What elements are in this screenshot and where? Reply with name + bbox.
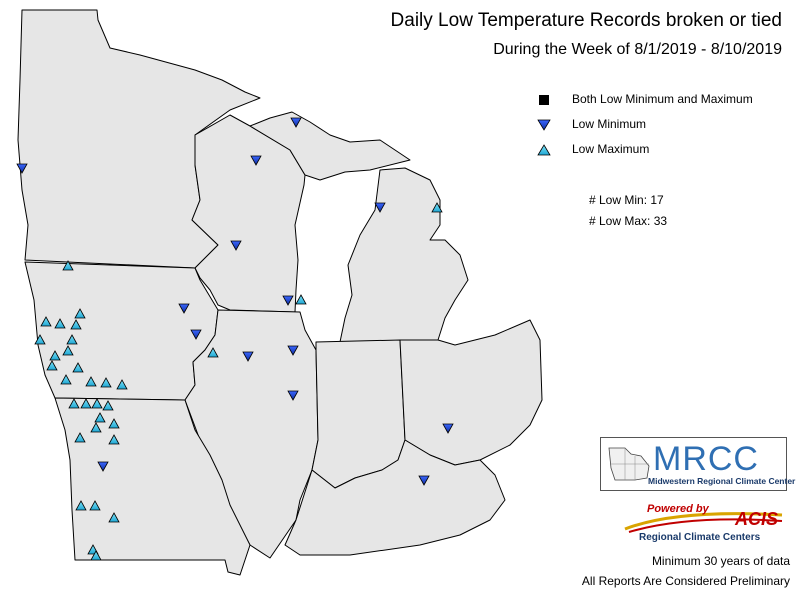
low-minimum-marker <box>287 345 299 356</box>
footnote-preliminary: All Reports Are Considered Preliminary <box>581 574 790 588</box>
low-maximum-marker <box>49 350 61 361</box>
low-minimum-marker <box>418 475 430 486</box>
low-maximum-marker <box>62 345 74 356</box>
low-minimum-marker <box>242 351 254 362</box>
low-maximum-marker <box>75 500 87 511</box>
map-subtitle: During the Week of 8/1/2019 - 8/10/2019 <box>493 41 782 58</box>
low-maximum-marker <box>108 512 120 523</box>
low-maximum-marker <box>108 434 120 445</box>
state-iowa <box>24 261 219 401</box>
low-maximum-marker <box>89 500 101 511</box>
mrcc-acronym: MRCC <box>653 440 759 478</box>
low-maximum-marker <box>60 374 72 385</box>
low-maximum-marker <box>54 318 66 329</box>
low-minimum-marker <box>374 202 386 213</box>
low-maximum-marker <box>295 294 307 305</box>
low-minimum-marker <box>290 117 302 128</box>
acis-name: ACIS <box>735 509 779 529</box>
state-ohio <box>399 319 543 466</box>
legend-label: Low Minimum <box>572 117 647 131</box>
low-minimum-marker <box>97 461 109 472</box>
low-maximum-marker <box>91 398 103 409</box>
cyan-up-triangle-icon <box>537 144 551 156</box>
low-maximum-marker <box>70 319 82 330</box>
low-minimum-marker <box>190 329 202 340</box>
low-minimum-marker <box>287 390 299 401</box>
low-maximum-marker <box>68 398 80 409</box>
low-minimum-marker <box>250 155 262 166</box>
low-minimum-marker <box>178 303 190 314</box>
low-maximum-marker <box>108 418 120 429</box>
acis-swoosh-icon <box>624 512 783 533</box>
footnote-min-years: Minimum 30 years of data <box>651 554 790 568</box>
state-michigan-up <box>249 111 411 181</box>
low-maximum-marker <box>62 260 74 271</box>
low-minimum-marker <box>282 295 294 306</box>
blue-down-triangle-icon <box>537 119 551 131</box>
state-missouri <box>54 397 251 576</box>
mrcc-full-name: Midwestern Regional Climate Center <box>648 476 796 486</box>
map-title: Daily Low Temperature Records broken or … <box>390 10 782 31</box>
low-maximum-marker <box>72 362 84 373</box>
low-maximum-marker <box>74 308 86 319</box>
low-minimum-marker <box>230 240 242 251</box>
black-square-icon <box>539 95 549 105</box>
low-maximum-marker <box>74 432 86 443</box>
low-maximum-marker <box>116 379 128 390</box>
low-maximum-marker <box>102 400 114 411</box>
low-maximum-marker <box>207 347 219 358</box>
state-shapes <box>17 9 543 576</box>
low-min-count: # Low Min: 17 <box>589 193 664 207</box>
mrcc-logo: MRCC Midwestern Regional Climate Center <box>600 437 795 491</box>
record-counts: # Low Min: 17 # Low Max: 33 <box>589 190 667 232</box>
low-minimum-marker <box>442 423 454 434</box>
low-maximum-marker <box>46 360 58 371</box>
low-max-count: # Low Max: 33 <box>589 214 668 228</box>
low-maximum-marker <box>431 202 443 213</box>
state-kentucky <box>284 439 506 556</box>
low-maximum-marker <box>80 398 92 409</box>
state-michigan-lp <box>339 167 469 343</box>
low-maximum-marker <box>40 316 52 327</box>
low-maximum-marker <box>34 334 46 345</box>
low-maximum-marker <box>100 377 112 388</box>
legend-label: Low Maximum <box>572 142 650 156</box>
low-maximum-marker <box>94 412 106 423</box>
low-maximum-marker <box>90 550 102 561</box>
legend-label: Both Low Minimum and Maximum <box>572 92 753 106</box>
acis-logo: Powered by ACIS Regional Climate Centers <box>617 501 787 545</box>
record-markers <box>16 117 454 561</box>
acis-powered-by: Powered by <box>647 503 709 515</box>
acis-tagline: Regional Climate Centers <box>639 532 761 543</box>
low-maximum-marker <box>85 376 97 387</box>
low-maximum-marker <box>90 422 102 433</box>
low-minimum-marker <box>16 163 28 174</box>
low-maximum-marker <box>66 334 78 345</box>
midwest-outline-icon <box>608 447 650 481</box>
